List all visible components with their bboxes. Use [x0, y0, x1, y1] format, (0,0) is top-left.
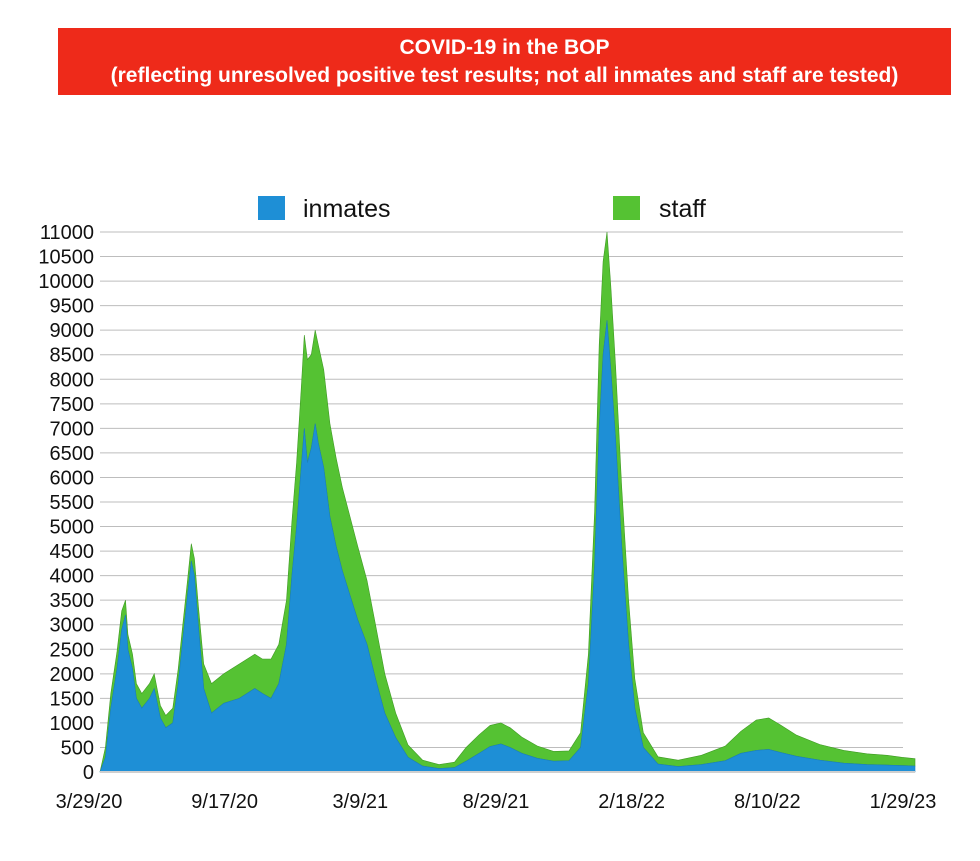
y-tick-label: 9500: [50, 296, 95, 318]
x-tick-label: 9/17/20: [191, 791, 258, 813]
y-tick-label: 10000: [38, 271, 94, 293]
y-tick-label: 2000: [50, 664, 95, 686]
y-tick-label: 5500: [50, 492, 95, 514]
x-tick-label: 3/9/21: [333, 791, 389, 813]
legend-item-inmates: inmates: [258, 195, 391, 223]
x-tick-label: 1/29/23: [870, 791, 937, 813]
gridlines: [100, 231, 903, 748]
legend-item-staff: staff: [613, 195, 706, 223]
y-tick-label: 500: [61, 737, 94, 759]
x-tick-label: 2/18/22: [598, 791, 665, 813]
y-tick-label: 1000: [50, 713, 95, 735]
y-tick-label: 7500: [50, 394, 95, 416]
plot-areas: [99, 231, 916, 773]
chart-subtitle: (reflecting unresolved positive test res…: [110, 63, 899, 87]
legend-swatch: [258, 196, 285, 220]
y-tick-label: 8000: [50, 369, 95, 391]
y-tick-label: 9000: [50, 320, 95, 342]
y-tick-label: 8500: [50, 345, 95, 367]
chart-title: COVID-19 in the BOP: [399, 35, 610, 59]
y-tick-label: 6500: [50, 443, 95, 465]
y-tick-label: 5000: [50, 517, 95, 539]
y-tick-label: 3500: [50, 590, 95, 612]
chart-title-banner: COVID-19 in the BOP (reflecting unresolv…: [58, 28, 951, 95]
series-area-inmates: [99, 320, 916, 773]
y-tick-label: 0: [83, 762, 94, 784]
x-tick-label: 8/29/21: [463, 791, 530, 813]
legend-swatch: [613, 196, 640, 220]
y-tick-label: 7000: [50, 418, 95, 440]
y-tick-label: 6000: [50, 467, 95, 489]
y-tick-label: 4500: [50, 541, 95, 563]
y-tick-label: 10500: [38, 247, 94, 269]
y-tick-label: 4000: [50, 566, 95, 588]
x-tick-label: 3/29/20: [56, 791, 123, 813]
y-tick-label: 1500: [50, 688, 95, 710]
legend-label: staff: [659, 195, 706, 223]
y-tick-label: 11000: [40, 222, 94, 244]
y-tick-label: 2500: [50, 639, 95, 661]
y-tick-label: 3000: [50, 615, 95, 637]
x-tick-label: 8/10/22: [734, 791, 801, 813]
legend-label: inmates: [303, 195, 391, 223]
legend: inmates staff: [258, 195, 706, 223]
